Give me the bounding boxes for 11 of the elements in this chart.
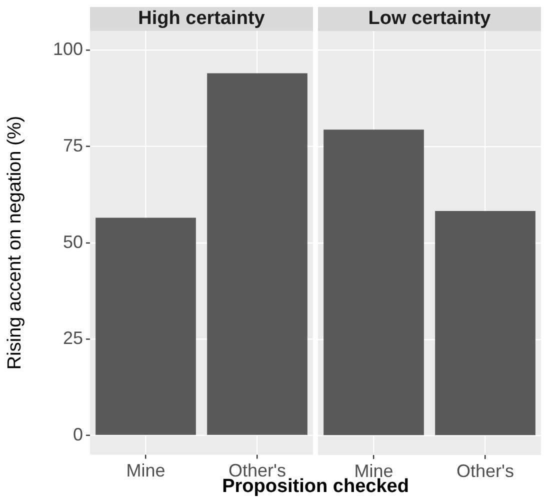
y-axis-title: Rising accent on negation (%): [4, 116, 26, 370]
x-tick-label: Mine: [126, 460, 166, 481]
y-tick-label: 25: [62, 328, 83, 348]
y-tick-label: 100: [52, 39, 83, 60]
y-tick-label: 50: [62, 232, 83, 252]
y-tick-label: 75: [62, 136, 83, 156]
x-axis-title: Proposition checked: [222, 476, 409, 497]
x-tick-label: Other's: [456, 460, 514, 481]
y-tick-label: 0: [72, 424, 83, 445]
chart-title: High certainty: [90, 7, 313, 31]
chart-title: Low certainty: [318, 7, 541, 31]
